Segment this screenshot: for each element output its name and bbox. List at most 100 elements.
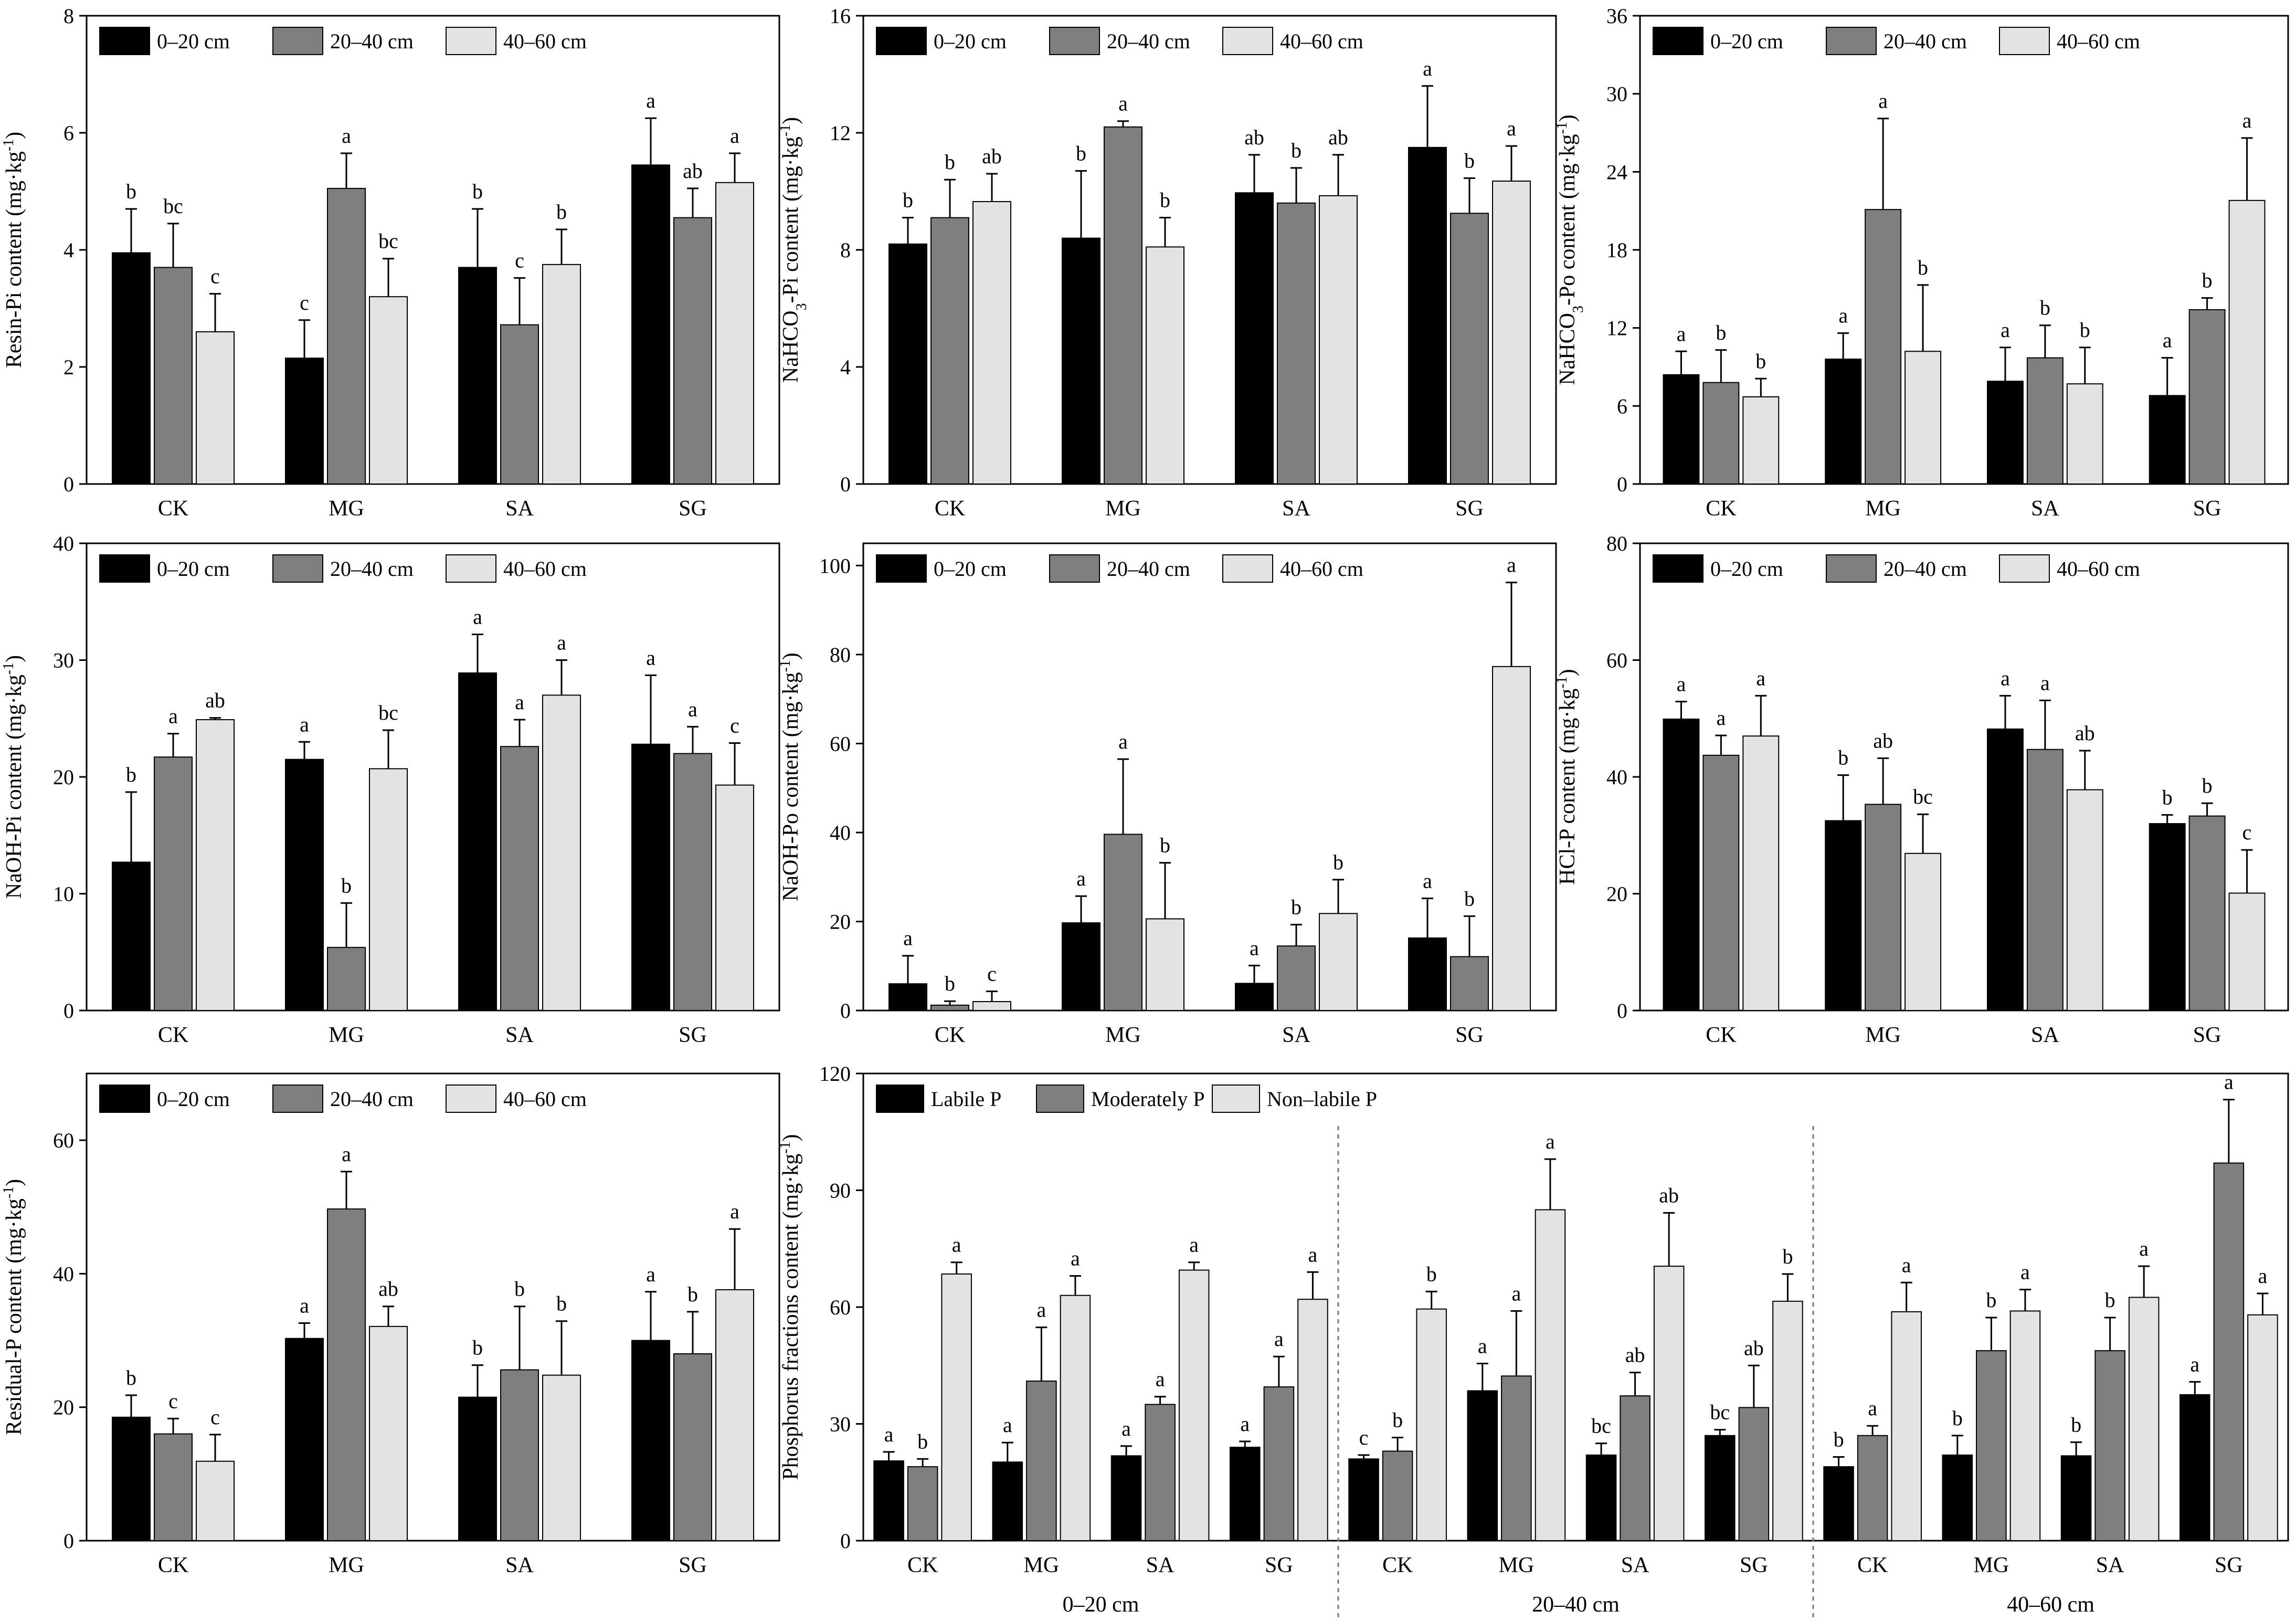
significance-letter: a	[1156, 1367, 1165, 1391]
y-tick-label: 16	[830, 4, 851, 28]
legend-swatch	[1826, 554, 1877, 583]
legend-swatch	[1653, 27, 1704, 55]
legend-label: Moderately P	[1091, 1087, 1205, 1111]
y-axis-label-end: )	[1556, 114, 1580, 122]
bar-sa-series-1	[2060, 1455, 2092, 1541]
significance-letter: a	[1036, 1298, 1046, 1322]
bar-ck-series-2	[154, 267, 193, 485]
x-tick-label-sg: SG	[679, 497, 707, 521]
significance-letter: a	[1478, 1334, 1487, 1358]
bar-mg-series-2	[1026, 1380, 1057, 1542]
bar-sa-series-2	[1277, 202, 1316, 485]
legend-label: 20–40 cm	[330, 29, 414, 53]
y-tick-label: 8	[64, 4, 74, 28]
significance-letter: a	[1189, 1233, 1199, 1257]
y-axis-label-superscript: -1	[1, 139, 17, 151]
bar-mg-series-1	[1062, 237, 1101, 485]
bar-ck-series-3	[1742, 396, 1780, 485]
significance-letter: a	[646, 646, 655, 669]
significance-letter: c	[300, 291, 309, 314]
significance-letter: a	[1250, 936, 1259, 960]
legend-swatch	[272, 1085, 323, 1113]
legend-swatch	[876, 27, 927, 55]
bar-mg-series-3	[1904, 852, 1942, 1012]
significance-letter: c	[1359, 1426, 1369, 1449]
significance-letter: a	[1423, 57, 1432, 80]
bar-sg-series-3	[715, 182, 754, 485]
legend-swatch	[99, 554, 150, 583]
bar-mg-series-1	[1825, 820, 1862, 1011]
x-tick-label-mg: MG	[1865, 1023, 1901, 1047]
legend-label: 20–40 cm	[1884, 557, 1967, 581]
significance-letter: a	[1677, 672, 1686, 696]
significance-letter: b	[341, 873, 352, 897]
x-tick-label-sg: SG	[679, 1553, 707, 1577]
y-tick-label: 100	[819, 554, 851, 577]
significance-letter: b	[556, 1292, 567, 1315]
bar-sg-series-1	[1408, 937, 1447, 1012]
x-tick-label-sa: SA	[2031, 1023, 2059, 1047]
bar-sg-series-2	[1450, 213, 1489, 485]
legend-swatch	[99, 27, 150, 55]
bar-ck-series-1	[112, 252, 151, 485]
legend-label: 20–40 cm	[330, 1087, 414, 1111]
significance-letter: a	[342, 1142, 351, 1166]
significance-letter: ab	[378, 1277, 398, 1301]
y-tick-label: 80	[1606, 532, 1627, 555]
bar-mg-series-3	[1904, 351, 1942, 485]
significance-letter: b	[1333, 850, 1343, 874]
y-axis-label-end: )	[1556, 669, 1580, 676]
bar-sg-series-1	[631, 743, 670, 1011]
legend-swatch	[1049, 554, 1100, 583]
bar-sg-series-1	[1230, 1447, 1261, 1541]
y-tick-label: 0	[64, 999, 74, 1023]
bar-ck-series-3	[1416, 1308, 1447, 1541]
x-tick-label-sa: SA	[1621, 1553, 1649, 1577]
bar-sg-series-2	[2188, 815, 2226, 1011]
significance-letter: a	[2242, 109, 2252, 132]
bar-sg-series-1	[1705, 1435, 1736, 1541]
bar-sa-series-1	[1110, 1455, 1142, 1541]
bar-sg-series-1	[2149, 395, 2186, 485]
bar-ck-series-1	[1348, 1458, 1379, 1541]
bar-ck-series-2	[907, 1466, 938, 1541]
significance-letter: a	[473, 605, 482, 629]
bar-ck-series-2	[1702, 754, 1740, 1012]
bar-mg-series-3	[369, 1325, 408, 1541]
significance-letter: bc	[378, 701, 398, 724]
significance-letter: a	[688, 697, 697, 721]
significance-letter: b	[1464, 149, 1475, 172]
significance-letter: a	[1076, 867, 1086, 890]
significance-letter: ab	[1244, 125, 1264, 149]
significance-letter: a	[952, 1233, 961, 1257]
legend-swatch	[272, 27, 323, 55]
bar-sg-series-2	[673, 753, 712, 1011]
legend-label: 40–60 cm	[2057, 557, 2140, 581]
y-tick-label: 80	[830, 643, 851, 667]
y-tick-label: 30	[830, 1413, 851, 1436]
y-axis-label-superscript: -1	[1, 662, 17, 675]
y-tick-label: 24	[1606, 160, 1627, 184]
y-axis-label-main: NaOH-Po content (mg·kg	[779, 672, 803, 901]
y-tick-label: 0	[840, 999, 851, 1023]
legend-label: 0–20 cm	[157, 29, 230, 53]
legend-label: 20–40 cm	[1107, 29, 1190, 53]
legend-swatch	[1212, 1085, 1260, 1113]
significance-letter: a	[1240, 1412, 1250, 1436]
significance-letter: b	[945, 972, 955, 995]
significance-letter: a	[1308, 1243, 1318, 1266]
y-tick-label: 20	[53, 1396, 74, 1419]
significance-letter: b	[2080, 318, 2090, 342]
significance-letter: c	[168, 1389, 178, 1413]
bar-mg-series-1	[992, 1461, 1023, 1542]
x-tick-label-mg: MG	[329, 1553, 364, 1577]
y-axis-label-main: NaHCO	[779, 310, 803, 383]
bar-sa-series-2	[500, 746, 539, 1012]
x-tick-label-sg: SG	[1455, 1023, 1484, 1047]
bar-sa-series-2	[500, 1369, 539, 1542]
significance-letter: ab	[1625, 1343, 1645, 1367]
y-tick-label: 40	[830, 821, 851, 845]
bar-ck-series-3	[941, 1273, 972, 1541]
x-tick-label-sa: SA	[1146, 1553, 1175, 1577]
